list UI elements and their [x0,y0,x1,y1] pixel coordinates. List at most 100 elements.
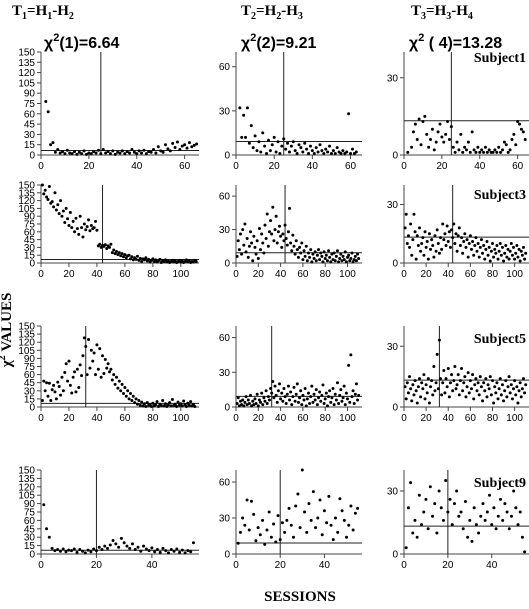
data-point-r4c1 [53,549,57,553]
data-point-r1c2 [280,144,284,148]
data-point-r3c1 [43,389,47,393]
data-point-r4c1 [108,543,112,547]
data-point-r3c1 [121,392,125,395]
data-point-r2c3 [454,232,458,236]
data-point-r4c3 [450,523,454,527]
data-point-r2c2 [334,254,338,258]
x-tick-label-r2c1: 100 [172,269,189,280]
data-point-r2c2 [347,253,351,257]
data-point-r2c3 [442,238,446,242]
y-tick-label-r2c2: 0 [224,259,230,270]
data-point-r1c3 [497,145,501,149]
data-point-r2c2 [248,230,252,234]
data-point-r3c1 [112,373,116,377]
data-point-r3c1 [87,338,91,341]
y-tick-label-r4c1: 0 [29,550,35,561]
data-point-r3c1 [77,386,81,390]
data-point-r2c1 [68,211,72,215]
data-point-r2c2 [277,224,281,228]
data-point-r3c1 [186,401,190,405]
data-point-r1c3 [423,114,427,118]
data-point-r3c3 [434,381,438,385]
data-point-r3c2 [350,395,354,399]
data-point-r2c1 [94,219,98,223]
data-point-r3c3 [489,393,493,397]
data-point-r3c2 [339,388,343,392]
data-point-r2c2 [261,241,265,245]
data-point-r2c3 [421,236,425,240]
data-point-r2c1 [123,253,127,257]
data-point-r4c2 [283,530,287,534]
data-point-r4c3 [492,506,496,510]
data-point-r1c1 [187,141,191,145]
data-point-r2c2 [311,252,315,256]
data-point-r4c3 [496,514,500,518]
data-point-r2c2 [319,251,323,255]
data-point-r3c2 [340,399,344,403]
data-point-r3c2 [301,393,305,397]
data-point-r3c3 [405,381,409,385]
data-point-r3c3 [422,373,426,377]
data-point-r3c3 [444,377,448,381]
data-point-r3c3 [404,397,408,401]
data-point-r3c1 [71,375,75,379]
data-point-r4c2 [289,523,293,527]
data-point-r1c2 [274,150,278,154]
data-point-r1c2 [293,149,297,153]
data-point-r2c3 [427,232,431,236]
data-point-r3c2 [318,390,322,394]
data-point-r2c2 [237,248,241,252]
data-point-r4c2 [345,535,349,539]
data-point-r3c3 [495,381,499,385]
data-point-r2c2 [320,254,324,258]
data-point-r2c3 [422,253,426,257]
data-point-r1c3 [444,132,448,136]
data-point-r4c3 [516,523,520,527]
x-tick-label-r1c1: 60 [179,161,191,172]
data-point-r2c2 [259,248,263,252]
data-point-r4c1 [161,546,165,550]
data-point-r2c3 [461,251,465,255]
data-point-r3c3 [466,371,470,375]
data-point-r3c2 [320,393,324,397]
data-point-r3c3 [472,397,476,401]
data-point-r1c3 [411,130,415,134]
y-tick-label-r3c1: 0 [29,403,35,414]
x-tick-label-r4c2: 20 [275,560,287,571]
x-tick-label-r3c2: 60 [297,413,309,424]
data-point-r1c2 [253,134,257,138]
data-point-r2c3 [463,232,467,236]
data-point-r2c3 [472,253,476,257]
data-point-r2c3 [436,242,440,245]
data-point-r1c1 [75,152,79,156]
y-tick-label-r3c2: 0 [224,403,230,414]
data-point-r2c1 [50,200,54,204]
data-point-r3c3 [483,389,487,393]
data-point-r1c3 [502,140,506,144]
data-point-r2c2 [264,236,268,240]
data-point-r4c2 [276,514,280,518]
data-point-r1c1 [166,147,170,151]
data-point-r2c2 [244,250,248,254]
data-point-r1c2 [282,137,286,141]
data-point-r2c2 [263,223,267,227]
data-point-r1c3 [406,150,410,154]
x-tick-label-r2c1: 20 [63,269,75,280]
data-point-r3c2 [298,396,302,400]
data-point-r3c3 [471,373,475,377]
data-point-r1c3 [430,127,434,131]
data-point-r2c3 [439,236,443,240]
data-point-r4c3 [483,518,487,522]
data-point-r1c3 [493,148,497,152]
data-point-r1c3 [474,150,478,154]
data-point-r4c2 [342,518,346,522]
data-point-r1c2 [259,150,263,154]
data-point-r3c1 [88,366,92,370]
data-point-r2c3 [404,212,408,216]
data-point-r2c2 [272,239,276,243]
x-tick-label-r3c1: 80 [147,413,159,424]
data-point-r2c2 [309,248,313,252]
data-point-r1c1 [82,149,86,153]
data-point-r1c1 [80,152,84,156]
data-point-r3c2 [262,396,266,400]
